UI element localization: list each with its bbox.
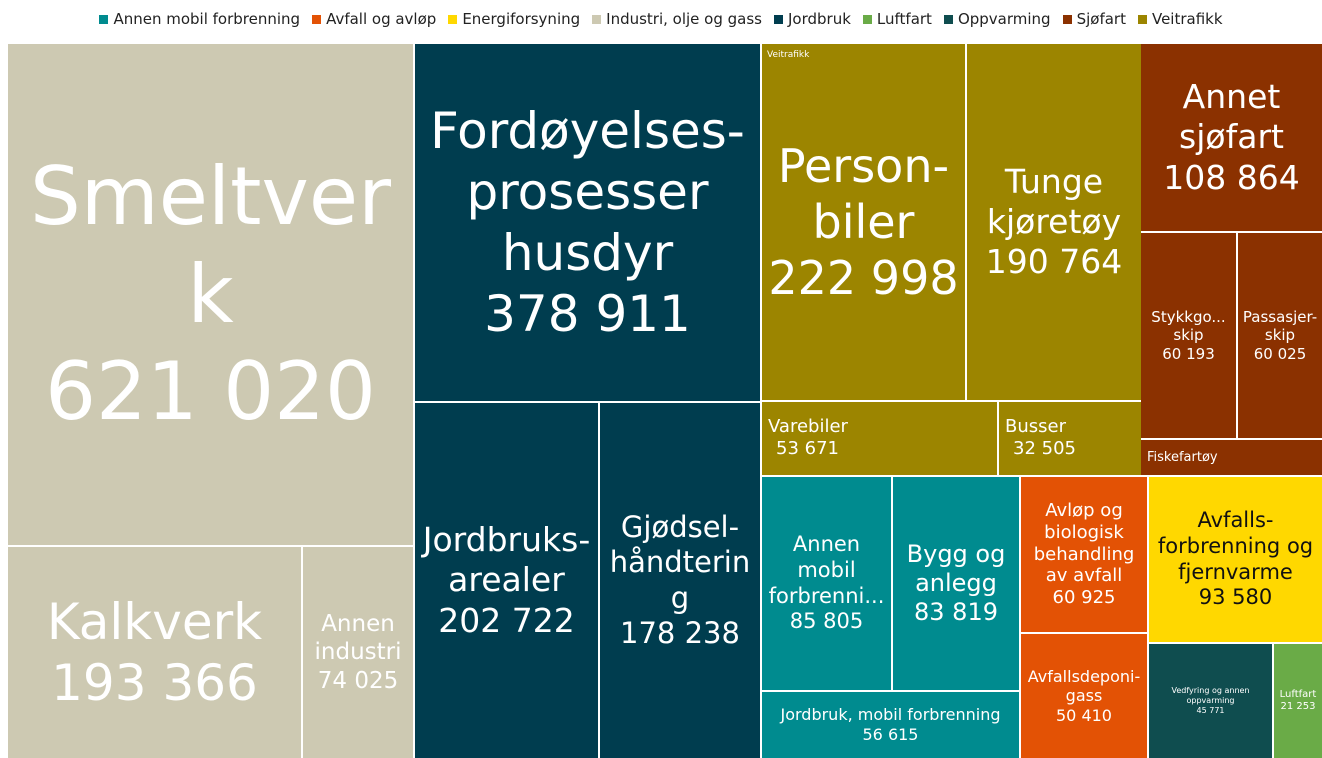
cell-value: 621 020 <box>45 345 376 439</box>
legend-item: Jordbruk <box>774 10 851 28</box>
cell-label: Annen mobil forbrenni... <box>768 532 885 608</box>
cell-value: 21 253 <box>1280 701 1316 712</box>
legend-label: Industri, olje og gass <box>606 10 762 28</box>
legend-item: Oppvarming <box>943 10 1051 28</box>
legend-swatch <box>862 14 872 24</box>
cell-value: 378 911 <box>484 284 691 343</box>
cell-label: Luftfart <box>1279 688 1317 700</box>
cell-label: Gjødsel-håndtering <box>609 509 751 615</box>
treemap-cell: Jordbruks-arealer 202 722 <box>415 403 598 758</box>
treemap-cell: Busser 32 505 <box>999 402 1141 475</box>
legend-item: Luftfart <box>862 10 932 28</box>
cell-value: 60 025 <box>1253 344 1307 363</box>
cell-value: 202 722 <box>438 600 575 640</box>
cell-label: Passasjer-skip <box>1242 308 1318 345</box>
legend-swatch <box>99 14 109 24</box>
legend-label: Oppvarming <box>957 10 1051 28</box>
cell-value: 60 925 <box>1052 587 1116 609</box>
cell-label: Annet sjøfart <box>1179 77 1284 157</box>
cell-label: Busser <box>1005 416 1066 437</box>
treemap-cell: Vedfyring og annen oppvarming 45 771 <box>1149 644 1272 758</box>
legend-swatch <box>1062 14 1072 24</box>
cell-label: Annen industri <box>314 611 402 666</box>
legend-label: Veitrafikk <box>1151 10 1223 28</box>
legend-item: Veitrafikk <box>1137 10 1223 28</box>
cell-value: 83 819 <box>914 598 998 627</box>
treemap-cell: Smeltverk 621 020 <box>8 44 413 545</box>
treemap-cell: Stykkgo... skip 60 193 <box>1141 233 1236 438</box>
cell-label: Smeltverk <box>30 150 391 341</box>
treemap-cell: Annet sjøfart 108 864 <box>1141 44 1322 231</box>
cell-value: 190 764 <box>985 242 1123 282</box>
treemap-cell: Person-biler 222 998 <box>762 44 965 400</box>
cell-label: Avfalls-forbrenning og fjernvarme <box>1157 508 1314 584</box>
cell-value: 53 671 <box>776 437 839 459</box>
cell-value: 178 238 <box>620 615 740 650</box>
treemap-cell: Passasjer-skip 60 025 <box>1238 233 1322 438</box>
cell-value: 85 805 <box>789 609 864 634</box>
treemap-cell: Fiskefartøy <box>1141 440 1322 475</box>
legend-swatch <box>1137 14 1147 24</box>
legend-item: Energiforsyning <box>448 10 580 28</box>
treemap-cell: Tunge kjøretøy 190 764 <box>967 44 1141 400</box>
cell-label: Jordbruk, mobil forbrenning <box>780 705 1001 725</box>
cell-label: Tunge kjøretøy <box>986 161 1122 241</box>
cell-label: Person-biler <box>777 138 950 249</box>
treemap-cell: Avløp og biologisk behandling av avfall 6… <box>1021 477 1147 632</box>
cell-label: Bygg og anlegg <box>906 539 1006 597</box>
legend-swatch <box>774 14 783 24</box>
cell-label: Stykkgo... skip <box>1151 308 1226 345</box>
legend-item: Industri, olje og gass <box>592 10 762 28</box>
cell-value: 193 366 <box>51 653 258 712</box>
legend-swatch <box>943 14 953 24</box>
cell-label: Kalkverk <box>46 592 263 651</box>
group-header: Veitrafikk <box>767 50 810 60</box>
cell-label: Fordøyelses-prosesser husdyr <box>430 101 745 282</box>
legend: Annen mobil forbrenning Avfall og avløp En… <box>0 10 1322 28</box>
legend-label: Avfall og avløp <box>326 10 437 28</box>
legend-swatch <box>592 14 602 24</box>
cell-value: 45 771 <box>1196 705 1225 715</box>
cell-value: 50 410 <box>1056 705 1112 725</box>
treemap-cell: Avfalls-forbrenning og fjernvarme 93 580 <box>1149 477 1322 642</box>
cell-value: 60 193 <box>1162 344 1215 363</box>
cell-value: 32 505 <box>1013 437 1076 459</box>
legend-item: Avfall og avløp <box>312 10 436 28</box>
treemap-cell: Luftfart 21 253 <box>1274 644 1322 758</box>
cell-label: Vedfyring og annen oppvarming <box>1171 686 1250 706</box>
cell-value: 108 864 <box>1163 157 1300 197</box>
cell-value: 93 580 <box>1198 585 1273 610</box>
legend-item: Sjøfart <box>1062 10 1126 28</box>
cell-label: Avløp og biologisk behandling av avfall <box>1033 499 1135 587</box>
treemap-cell: Kalkverk 193 366 <box>8 547 301 758</box>
cell-label: Jordbruks-arealer <box>422 520 591 600</box>
treemap-cell: Avfallsdeponi-gass 50 410 <box>1021 634 1147 758</box>
cell-value: 74 025 <box>317 667 399 694</box>
treemap-cell: Annen mobil forbrenni... 85 805 <box>762 477 891 690</box>
legend-label: Sjøfart <box>1076 10 1126 28</box>
cell-value: 222 998 <box>768 251 959 306</box>
legend-swatch <box>312 14 322 24</box>
treemap-cell: Gjødsel-håndtering 178 238 <box>600 403 760 758</box>
legend-label: Annen mobil forbrenning <box>113 10 301 28</box>
legend-label: Energiforsyning <box>462 10 581 28</box>
cell-label: Varebiler <box>768 416 848 437</box>
cell-label: Fiskefartøy <box>1147 450 1218 465</box>
cell-value: 56 615 <box>862 725 919 744</box>
treemap-cell: Fordøyelses-prosesser husdyr 378 911 <box>415 44 760 401</box>
treemap-cell: Jordbruk, mobil forbrenning 56 615 <box>762 692 1019 758</box>
treemap-cell: Annen industri 74 025 <box>303 547 413 758</box>
legend-label: Jordbruk <box>788 10 851 28</box>
legend-label: Luftfart <box>876 10 932 28</box>
legend-item: Annen mobil forbrenning <box>99 10 300 28</box>
legend-swatch <box>448 14 458 24</box>
treemap-cell: Bygg og anlegg 83 819 <box>893 477 1019 690</box>
treemap-cell: Varebiler 53 671 <box>762 402 997 475</box>
cell-label: Avfallsdeponi-gass <box>1027 666 1141 706</box>
